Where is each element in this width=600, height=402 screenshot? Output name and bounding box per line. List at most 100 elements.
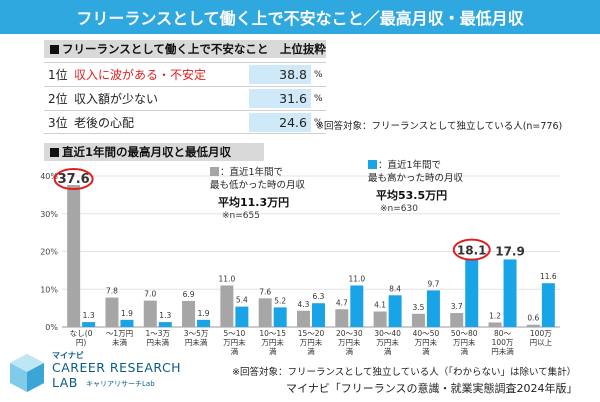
logo-brand: マイナビ — [52, 351, 84, 360]
x-tick-label: 未満 — [112, 337, 127, 347]
x-tick-label: 10～15 — [259, 329, 286, 338]
x-tick-label: 万円未 — [415, 337, 438, 347]
bar-high — [426, 290, 440, 327]
bar-high — [541, 283, 555, 327]
data-label-high: 1.3 — [159, 311, 171, 320]
data-label-high: 9.7 — [427, 279, 439, 288]
data-label-low: 3.7 — [451, 302, 463, 311]
square-bullet-icon — [50, 147, 59, 157]
x-tick-label: 100万 — [530, 329, 552, 338]
data-label-low: 6.9 — [183, 290, 195, 299]
data-label-high: 6.3 — [313, 292, 325, 301]
highlight-circle — [53, 168, 94, 191]
legend-high-avg: 平均53.5万円 — [376, 188, 447, 202]
legend-high-line-1: ：直近1年間で — [378, 159, 441, 171]
legend-high-n: ※n=630 — [380, 204, 418, 214]
data-label-low: 4.7 — [336, 298, 348, 307]
data-label-high: 5.2 — [274, 296, 286, 305]
x-tick-label: 万円未 — [338, 337, 361, 347]
x-tick-label: 15～20 — [298, 329, 325, 338]
y-tick-label: 40% — [40, 172, 58, 181]
y-tick-label: 30% — [40, 210, 58, 219]
y-tick-label: 10% — [40, 285, 58, 294]
rank-unit: % — [314, 70, 323, 80]
logo-line-2: LAB — [52, 375, 78, 390]
x-tick-label: 満 — [231, 347, 239, 356]
data-label-high: 1.3 — [83, 311, 95, 320]
x-tick-label: 円) — [76, 338, 86, 347]
legend-swatch-low — [210, 167, 219, 176]
data-label-high: 17.9 — [495, 244, 525, 258]
ranking-note: ※回答対象：フリーランスとして独立している人(n=776) — [316, 121, 563, 132]
banner: フリーランスとして働く上で不安なこと／最高月収・最低月収 — [0, 0, 600, 34]
x-tick-label: 100万 — [492, 338, 514, 347]
x-tick-label: なし(0 — [70, 329, 93, 338]
data-label-low: 7.6 — [259, 287, 271, 296]
x-tick-label: 満 — [384, 347, 392, 356]
ranking-heading: フリーランスとして働く上で不安なこと 上位抜粋 — [44, 40, 326, 58]
bar-high — [503, 259, 517, 327]
x-tick-label: ～1万円 — [106, 329, 133, 338]
bar-low — [450, 313, 464, 327]
y-tick-label: 20% — [40, 248, 58, 257]
bar-high — [197, 319, 211, 327]
data-label-low: 7.0 — [144, 290, 156, 299]
x-tick-label: 万円未 — [261, 337, 284, 347]
rank-position: 1位 — [48, 68, 68, 82]
legend-low-n: ※n=655 — [222, 211, 260, 221]
bar-low — [143, 300, 157, 327]
square-bullet-icon — [50, 44, 59, 54]
legend-high-line-2: 最も高かった時の月収 — [368, 172, 464, 184]
logo-line-3: キャリアリサーチLab — [86, 380, 155, 388]
rank-label: 収入に波がある・不安定 — [74, 68, 207, 82]
data-label-high: 11.6 — [540, 272, 557, 281]
x-tick-label: 40～50 — [413, 329, 440, 338]
bar-low — [182, 300, 196, 327]
rank-position: 2位 — [48, 92, 68, 106]
legend-low-line-2: 最も低かった時の月収 — [210, 179, 306, 191]
bar-low — [297, 310, 310, 327]
data-label-low: 4.3 — [298, 300, 310, 309]
bar-low — [411, 313, 425, 327]
legend-low-line-1: ：直近1年間で — [220, 166, 283, 178]
data-label-low: 1.2 — [489, 311, 501, 320]
data-label-low: 7.8 — [106, 287, 118, 296]
data-label-low: 4.1 — [374, 301, 386, 310]
rank-value: 38.8 — [249, 65, 311, 84]
bar-high — [82, 322, 96, 327]
x-tick-label: 30～40 — [374, 329, 401, 338]
footer-note-1: ※回答対象：フリーランスとして独立している人（「わからない」は除いて集計） — [232, 367, 577, 378]
x-tick-label: 円以上 — [530, 338, 553, 347]
logo: マイナビ CAREER RESEARCH LAB キャリアリサーチLab — [6, 350, 181, 398]
bar-low — [373, 311, 387, 327]
x-tick-label: 5～10 — [223, 329, 245, 338]
rank-value: 24.6 — [249, 113, 311, 132]
bar-low — [105, 297, 119, 327]
data-label-low: 3.5 — [412, 303, 424, 312]
ranking-table: 1位 収入に波がある・不安定 38.8 % 2位 収入額が少ない 31.6 % … — [44, 62, 326, 134]
bar-high — [158, 322, 172, 327]
x-tick-label: 1～3万 — [145, 329, 170, 338]
bar-high — [388, 295, 402, 327]
bar-high — [350, 285, 364, 327]
x-tick-label: 満 — [460, 347, 468, 356]
data-label-high: 11.0 — [348, 274, 365, 283]
bar-low — [526, 324, 540, 327]
x-tick-label: 万円未 — [376, 337, 399, 347]
x-tick-label: 満 — [307, 347, 315, 356]
ranking-row-2: 2位 収入額が少ない 31.6 % — [44, 86, 326, 110]
data-label-low: 0.6 — [527, 314, 539, 323]
x-tick-label: 3～5万 — [184, 329, 209, 338]
data-label-high: 5.4 — [236, 296, 248, 305]
x-tick-label: 万円未 — [223, 337, 246, 347]
rank-label: 収入額が少ない — [74, 92, 159, 106]
bar-low — [220, 285, 234, 327]
chart-heading-text: 直近1年間の最高月収と最低月収 — [62, 145, 231, 159]
highlight-circle — [452, 238, 491, 261]
logo-line-1: CAREER RESEARCH — [52, 360, 182, 375]
bar-high — [312, 303, 325, 327]
bar-high — [273, 307, 287, 327]
logo-mark-icon — [10, 354, 44, 392]
x-tick-label: 満 — [422, 347, 430, 356]
